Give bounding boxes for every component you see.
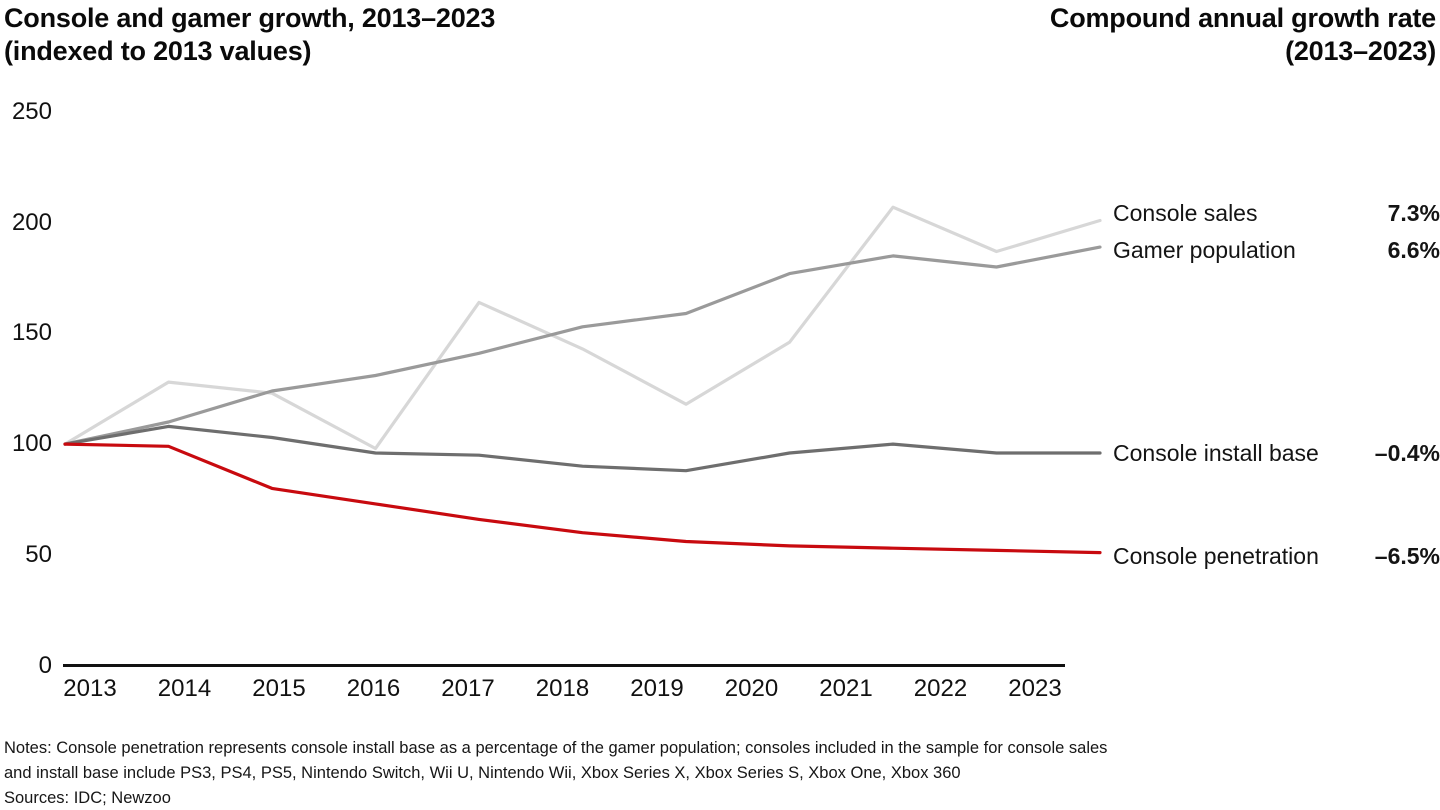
legend-cagr-value: 6.6%	[1387, 237, 1440, 264]
x-tick-2016: 2016	[346, 675, 401, 702]
cagr-title: Compound annual growth rate	[1049, 3, 1436, 33]
y-tick-50: 50	[25, 540, 52, 568]
legend-row-console-penetration: Console penetration –6.5%	[1113, 542, 1440, 570]
y-tick-100: 100	[11, 430, 52, 458]
legend-cagr-value: –6.5%	[1374, 542, 1440, 569]
x-tick-2022: 2022	[913, 675, 968, 702]
legend-cagr-value: 7.3%	[1387, 200, 1440, 227]
series-line-console-install-base	[63, 424, 1102, 473]
chart-subtitle: (indexed to 2013 values)	[4, 36, 312, 66]
y-tick-250: 250	[11, 98, 52, 125]
x-tick-2015: 2015	[252, 675, 306, 702]
x-tick-2013: 2013	[63, 675, 117, 702]
x-tick-2018: 2018	[535, 675, 590, 702]
x-tick-2014: 2014	[157, 675, 212, 702]
cagr-subtitle: (2013–2023)	[1285, 36, 1436, 66]
y-tick-200: 200	[11, 208, 52, 236]
legend-label: Console install base	[1113, 439, 1319, 466]
notes: Notes: Console penetration represents co…	[4, 736, 1440, 810]
notes-line-2: and install base include PS3, PS4, PS5, …	[4, 764, 961, 782]
cagr-title-block: Compound annual growth rate (2013–2023)	[1050, 2, 1436, 68]
legend-row-gamer-population: Gamer population 6.6%	[1113, 236, 1440, 264]
legend-cagr-value: –0.4%	[1374, 439, 1440, 466]
series-line-console-penetration	[63, 442, 1102, 555]
y-tick-150: 150	[11, 319, 52, 347]
x-tick-2023: 2023	[1008, 675, 1062, 702]
x-tick-2017: 2017	[441, 675, 495, 702]
series-line-gamer-population	[63, 245, 1102, 446]
y-tick-0: 0	[38, 651, 52, 679]
legend-row-console-install-base: Console install base –0.4%	[1113, 439, 1440, 467]
legend-row-console-sales: Console sales 7.3%	[1113, 199, 1440, 227]
x-tick-2019: 2019	[630, 675, 684, 702]
legend-label: Gamer population	[1113, 237, 1296, 264]
chart-title: Console and gamer growth, 2013–2023	[4, 3, 496, 33]
chart-title-block: Console and gamer growth, 2013–2023 (ind…	[4, 2, 495, 68]
legend-label: Console penetration	[1113, 542, 1319, 569]
legend-label: Console sales	[1113, 200, 1258, 227]
notes-source: Sources: IDC; Newzoo	[4, 789, 171, 807]
x-tick-2020: 2020	[724, 675, 779, 702]
x-tick-2021: 2021	[819, 675, 873, 702]
notes-line-1: Notes: Console penetration represents co…	[4, 739, 1108, 757]
series-line-console-sales	[63, 205, 1102, 451]
